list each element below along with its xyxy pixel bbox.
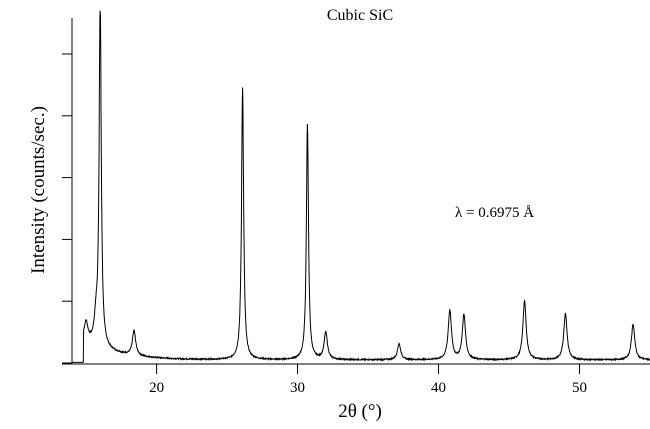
diffraction-pattern-line — [72, 10, 650, 363]
x-axis-label: 2θ (°) — [338, 401, 382, 422]
chart-title: Cubic SiC — [327, 7, 393, 24]
x-tick-label: 40 — [431, 380, 446, 396]
x-tick-label: 20 — [149, 380, 164, 396]
y-axis-label: Intensity (counts/sec.) — [28, 106, 49, 274]
x-tick-label: 50 — [572, 380, 587, 396]
wavelength-annotation: λ = 0.6975 Å — [455, 205, 534, 221]
x-tick-label: 30 — [290, 380, 305, 396]
